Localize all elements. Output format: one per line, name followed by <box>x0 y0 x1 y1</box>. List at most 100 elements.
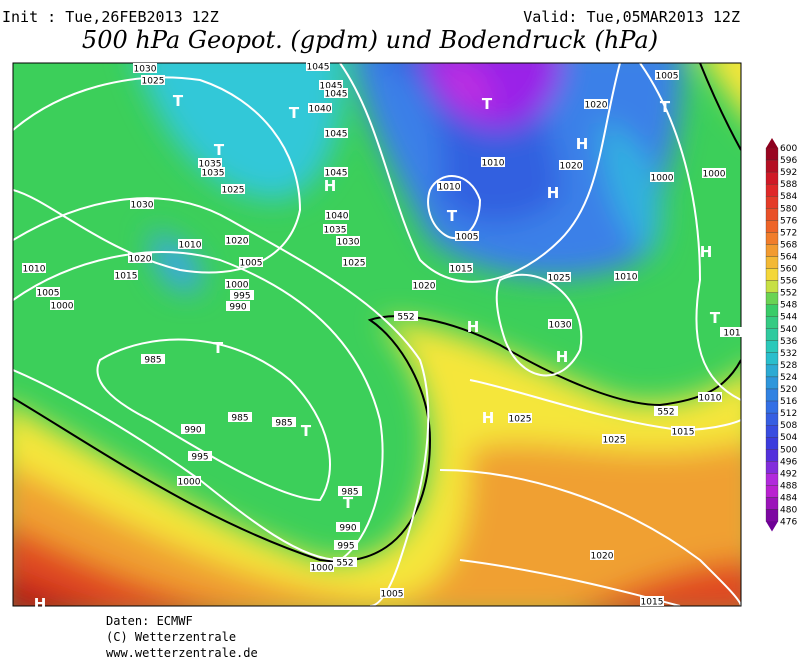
isobar-label-box <box>141 354 165 364</box>
colorbar: 600 596 592 588 584 580 576 572 568 564 560 556 552 5… <box>765 138 797 532</box>
isobar-label: 1030 <box>337 238 360 248</box>
colorbar-tick-label: 552 <box>780 289 797 299</box>
isobar-label: 1045 <box>325 90 348 100</box>
footer-line: www.wetterzentrale.de <box>106 646 258 660</box>
pressure-center: H <box>324 177 337 195</box>
colorbar-tick-label: 496 <box>780 457 797 467</box>
colorbar-tick-label: 520 <box>780 385 797 395</box>
colorbar-swatch <box>765 328 779 341</box>
colorbar-tick-label: 532 <box>780 349 797 359</box>
colorbar-swatch <box>765 220 779 233</box>
isobar-label-box <box>225 279 249 289</box>
colorbar-swatch <box>765 196 779 209</box>
valid-time: Valid: Tue,05MAR2013 12Z <box>523 8 740 26</box>
colorbar-swatch <box>765 183 779 197</box>
pressure-center: H <box>34 595 47 613</box>
colorbar-swatch <box>765 376 779 390</box>
isobar-label: 1020 <box>226 237 249 247</box>
isobar-label: 1010 <box>699 394 722 404</box>
isobar-label-box <box>455 231 479 241</box>
isobar-label-box <box>325 210 349 220</box>
isobar-label-box <box>437 181 461 191</box>
isobar-label-box <box>324 88 348 98</box>
isobar-label-box <box>226 301 250 311</box>
footer-line: (C) Wetterzentrale <box>106 630 236 644</box>
isobar-label: 1020 <box>585 101 608 111</box>
isobar-label-box <box>342 257 366 267</box>
colorbar-swatch <box>765 268 779 281</box>
isobar-label-box <box>177 476 201 486</box>
colorbar-swatch <box>765 412 779 426</box>
isobar-label: 1040 <box>326 212 349 222</box>
isobar-label-box <box>559 160 583 170</box>
isobar-label: 1035 <box>199 160 222 170</box>
colorbar-tick-label: 540 <box>780 325 797 335</box>
isobar-label: 1025 <box>548 274 571 284</box>
isobar-label-box <box>508 413 532 423</box>
colorbar-swatch <box>765 400 779 414</box>
isobar-label: 1020 <box>591 552 614 562</box>
isobar-label: 552 <box>397 313 414 323</box>
colorbar-tick-label: 492 <box>780 469 797 479</box>
isobar-label: 1005 <box>381 590 404 600</box>
colorbar-tick-label: 600 <box>780 144 797 154</box>
isobar-label-box <box>225 235 249 245</box>
isobar-label: 1045 <box>325 130 348 140</box>
colorbar-swatch <box>765 485 779 498</box>
isobar-label-box <box>239 257 263 267</box>
isobar-label: 1000 <box>226 281 249 291</box>
isobar-label-box <box>481 157 505 167</box>
colorbar-end <box>766 138 778 148</box>
colorbar-tick-label: 548 <box>780 301 797 311</box>
colorbar-swatch <box>765 147 779 161</box>
isobar-label: 1015 <box>450 265 473 275</box>
colorbar-tick-label: 596 <box>780 156 797 166</box>
isobar-label-box <box>654 406 678 416</box>
isobar-label-box <box>449 263 473 273</box>
colorbar-tick-label: 580 <box>780 204 797 214</box>
isobar-label: 1010 <box>438 183 461 193</box>
colorbar-tick-label: 508 <box>780 421 797 431</box>
isobar-label: 1040 <box>309 105 332 115</box>
colorbar-swatch <box>765 437 779 450</box>
isobar-label-box <box>640 596 664 606</box>
pressure-center: T <box>289 104 300 122</box>
footer-line: Daten: ECMWF <box>106 614 193 628</box>
isobar-label-box <box>590 550 614 560</box>
isobar-label-box <box>698 392 722 402</box>
isobar-label: 1025 <box>142 77 165 87</box>
isobar-label-box <box>333 557 357 567</box>
isobar-label-box <box>272 417 296 427</box>
isobar-label: 1030 <box>134 65 157 75</box>
colorbar-tick-label: 592 <box>780 168 797 178</box>
isobar-label-box <box>338 486 362 496</box>
isobar-label: 1045 <box>325 169 348 179</box>
isobar-label: 985 <box>231 414 248 424</box>
isobar-label: 1005 <box>240 259 263 269</box>
isobar-label-box <box>614 271 638 281</box>
isobar-label: 1035 <box>202 169 225 179</box>
isobar-label-box <box>602 434 626 444</box>
isobar-label-box <box>308 103 332 113</box>
isobar-label: 1025 <box>343 259 366 269</box>
isobar-label-box <box>198 158 222 168</box>
isobar-label-box <box>336 522 360 532</box>
isobar-label: 1025 <box>509 415 532 425</box>
isobar-label: 1020 <box>560 162 583 172</box>
colorbar-tick-label: 500 <box>780 445 797 455</box>
colorbar-tick-label: 536 <box>780 337 797 347</box>
isobar-label: 1025 <box>603 436 626 446</box>
isobar-label-box <box>394 311 418 321</box>
isobar-label: 1045 <box>320 82 343 92</box>
isobar-label-box <box>114 270 138 280</box>
isobar-label-box <box>547 272 571 282</box>
isobar-label: 1030 <box>131 201 154 211</box>
isobar-label: 990 <box>229 303 246 313</box>
pressure-center: T <box>482 95 493 113</box>
pressure-center: T <box>214 141 225 159</box>
colorbar-swatch <box>765 244 779 257</box>
colorbar-swatch <box>765 364 779 378</box>
isobar-label: 995 <box>191 453 208 463</box>
colorbar-swatch <box>765 340 779 353</box>
